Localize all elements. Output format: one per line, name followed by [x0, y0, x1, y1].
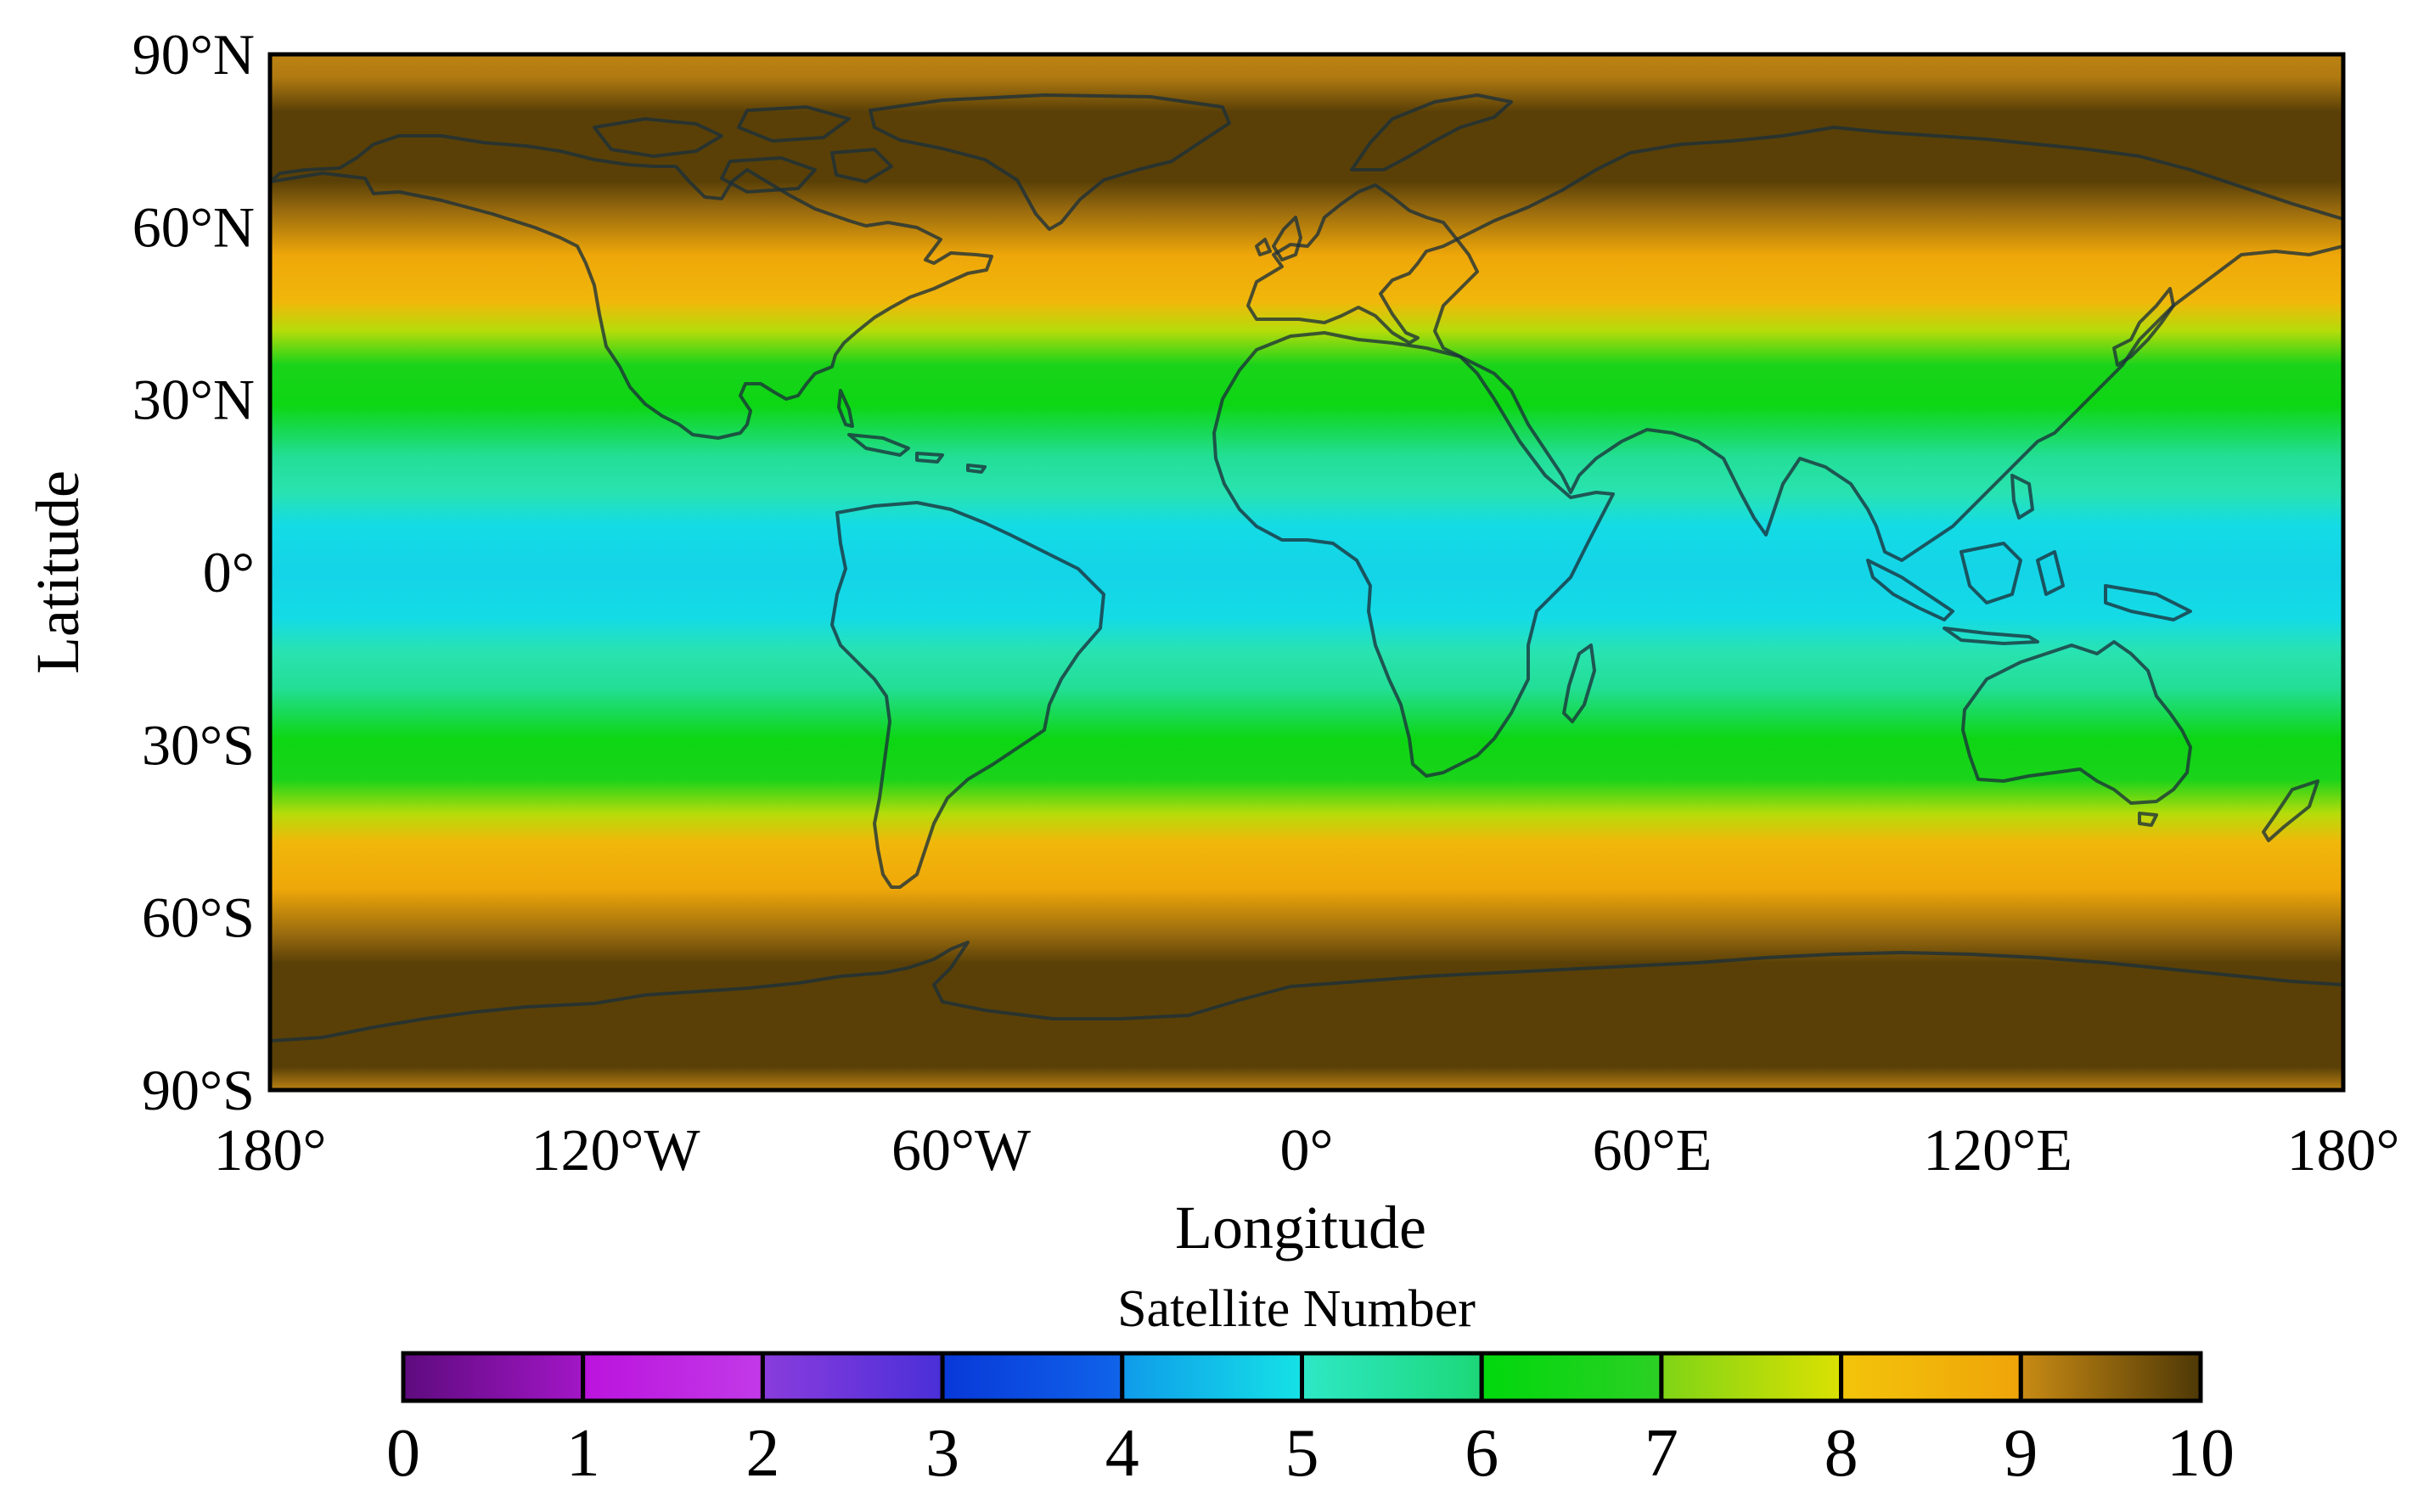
latitude-tick-label: 90°N [132, 22, 255, 87]
colorbar-tick-label: 4 [1105, 1416, 1139, 1491]
coast-europe [1246, 93, 1513, 345]
colorbar-segment [2018, 1351, 2203, 1403]
colorbar-tick-label: 5 [1285, 1416, 1319, 1491]
coast-japan [2112, 287, 2175, 367]
latitude-tick-label: 90°S [142, 1058, 255, 1122]
colorbar-segment [1120, 1351, 1305, 1403]
colorbar-tick-label: 2 [745, 1416, 779, 1491]
colorbar-tick-labels: 0 1 2 3 4 5 6 7 8 9 10 [386, 1416, 2235, 1491]
colorbar-segment [401, 1351, 586, 1403]
coast-north-america [270, 134, 993, 440]
coast-greenland [869, 93, 1231, 231]
latitude-tick-label: 30°N [132, 368, 255, 432]
latitude-tick-label: 60°N [132, 194, 255, 259]
longitude-tick-label: 0° [1280, 1118, 1334, 1183]
y-axis-title: Latitude [24, 470, 92, 674]
colorbar-segment [760, 1351, 945, 1403]
coast-british-isles [1255, 216, 1302, 261]
latitude-tick-label: 60°S [142, 885, 255, 950]
coast-caribbean [837, 389, 987, 474]
coast-asia [1433, 126, 2343, 562]
satellite-number-field [270, 54, 2343, 1090]
colorbar-tick-label: 8 [1825, 1416, 1858, 1491]
colorbar-tick-label: 0 [386, 1416, 420, 1491]
coast-south-america [830, 501, 1105, 889]
longitude-tick-label: 60°E [1593, 1118, 1712, 1183]
colorbar-segments [401, 1351, 2203, 1403]
coast-new-zealand [2138, 779, 2319, 842]
colorbar-segment [1479, 1351, 1664, 1403]
longitude-tick-label: 180° [2287, 1118, 2400, 1183]
coast-africa [1212, 331, 1615, 778]
coastlines [270, 93, 2343, 1043]
longitude-tick-label: 180° [214, 1118, 327, 1183]
map-panel [267, 52, 2346, 1093]
coast-indonesia [1866, 474, 2192, 645]
colorbar-tick-label: 10 [2167, 1416, 2235, 1491]
colorbar-tick-label: 7 [1645, 1416, 1678, 1491]
colorbar-segment [1659, 1351, 1844, 1403]
latitude-tick-label: 30°S [142, 712, 255, 777]
colorbar-tick-label: 6 [1465, 1416, 1498, 1491]
latitude-tick-label: 0° [203, 540, 255, 604]
colorbar-tick-label: 1 [566, 1416, 600, 1491]
colorbar-title: Satellite Number [1117, 1280, 1476, 1338]
map-frame [267, 52, 2346, 1093]
latitude-tick-labels: 90°N 60°N 30°N 0° 30°S 60°S 90°S [132, 22, 255, 1122]
colorbar-tick-label: 9 [2004, 1416, 2038, 1491]
longitude-tick-label: 120°W [531, 1118, 700, 1183]
colorbar-tick-label: 3 [925, 1416, 959, 1491]
colorbar-segment [940, 1351, 1125, 1403]
coast-madagascar [1562, 644, 1596, 723]
colorbar: Satellite Number 0 1 2 3 4 5 6 7 8 9 10 [386, 1280, 2235, 1491]
coast-australia [1961, 640, 2192, 805]
longitude-tick-label: 120°E [1923, 1118, 2072, 1183]
colorbar-segment [1839, 1351, 2023, 1403]
x-axis-title: Longitude [1175, 1194, 1426, 1262]
coast-arctic-islands [593, 105, 893, 194]
longitude-tick-label: 60°W [891, 1118, 1031, 1183]
colorbar-segment [581, 1351, 765, 1403]
longitude-tick-labels: 180° 120°W 60°W 0° 60°E 120°E 180° [214, 1118, 2400, 1183]
coast-antarctica [270, 941, 2343, 1043]
colorbar-segment [1300, 1351, 1484, 1403]
